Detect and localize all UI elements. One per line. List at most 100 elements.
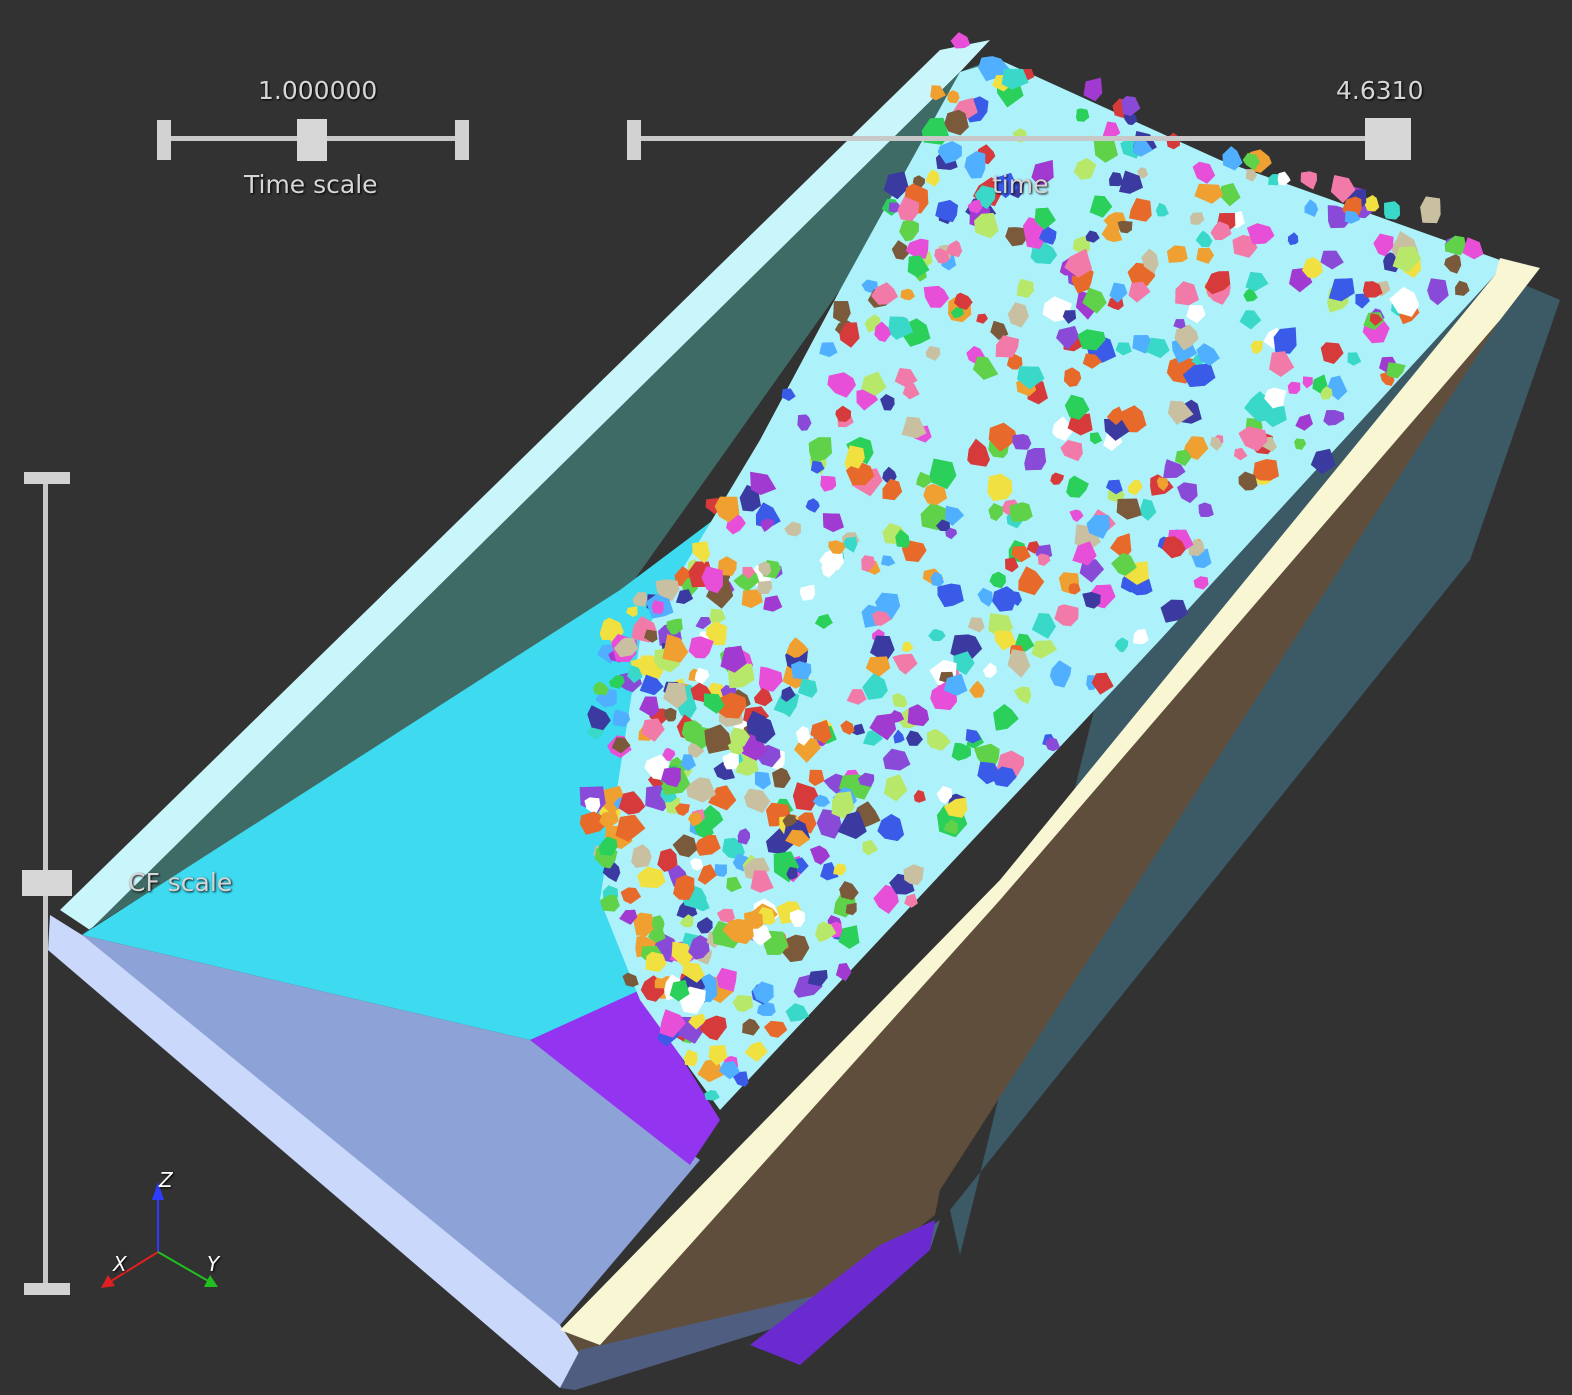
particle bbox=[794, 737, 821, 763]
particle bbox=[1363, 195, 1380, 212]
chute-inner-wall bbox=[80, 60, 990, 935]
particle bbox=[1129, 198, 1152, 222]
particle bbox=[894, 368, 918, 388]
time-handle[interactable] bbox=[1365, 118, 1411, 160]
particle bbox=[900, 288, 916, 301]
particle bbox=[786, 866, 798, 880]
particle bbox=[695, 617, 712, 630]
particle bbox=[703, 693, 725, 714]
cf-scale-max-cap bbox=[24, 472, 70, 484]
particle bbox=[742, 566, 756, 580]
particle bbox=[1102, 121, 1121, 139]
particle bbox=[676, 589, 693, 604]
particle bbox=[732, 995, 754, 1012]
particle bbox=[835, 405, 852, 422]
particle bbox=[701, 566, 723, 594]
particle bbox=[714, 496, 740, 523]
particle bbox=[584, 797, 601, 815]
particle bbox=[782, 814, 797, 828]
particle bbox=[842, 536, 858, 553]
particle bbox=[947, 90, 960, 104]
particle bbox=[1128, 281, 1151, 303]
particle bbox=[977, 761, 1003, 785]
particle bbox=[820, 475, 837, 492]
cf-scale-handle[interactable] bbox=[22, 870, 72, 896]
particle bbox=[744, 788, 771, 813]
particle bbox=[846, 460, 875, 486]
particle bbox=[654, 977, 665, 989]
particle bbox=[1117, 220, 1133, 234]
particle bbox=[1163, 459, 1186, 479]
particle bbox=[1328, 278, 1355, 302]
time-track[interactable] bbox=[635, 136, 1395, 141]
particle bbox=[1192, 161, 1216, 184]
particle bbox=[645, 951, 667, 972]
particle bbox=[1018, 566, 1045, 596]
particle bbox=[1310, 448, 1336, 475]
particle bbox=[865, 656, 891, 678]
particle bbox=[733, 571, 760, 592]
particle bbox=[988, 503, 1003, 521]
particle bbox=[1246, 169, 1257, 182]
particle bbox=[750, 870, 774, 893]
particle bbox=[1009, 502, 1033, 523]
z-axis-label: Z bbox=[159, 1168, 173, 1192]
particle bbox=[1079, 559, 1104, 583]
particle bbox=[790, 661, 812, 680]
particle bbox=[1427, 278, 1449, 306]
particle bbox=[1062, 310, 1077, 324]
time-scale-slider[interactable] bbox=[155, 118, 470, 162]
particle bbox=[1386, 362, 1406, 379]
particle bbox=[754, 771, 771, 790]
time-scale-handle[interactable] bbox=[297, 119, 327, 161]
particle bbox=[1049, 660, 1072, 688]
time-min-cap bbox=[627, 120, 641, 160]
particle bbox=[1064, 394, 1090, 420]
particle bbox=[1104, 418, 1130, 441]
particle bbox=[662, 747, 676, 761]
particle bbox=[967, 200, 983, 214]
particle bbox=[1111, 552, 1137, 576]
particle bbox=[899, 219, 919, 242]
chute-outlet bbox=[530, 990, 720, 1165]
particle bbox=[845, 902, 857, 916]
time-slider[interactable] bbox=[625, 118, 1415, 162]
particle bbox=[1044, 737, 1061, 752]
particle bbox=[831, 791, 855, 820]
particle bbox=[1183, 436, 1209, 460]
particle bbox=[1116, 498, 1142, 520]
particle bbox=[901, 416, 927, 439]
particle bbox=[1118, 405, 1147, 433]
particle bbox=[659, 1009, 686, 1038]
particle bbox=[1086, 515, 1110, 539]
particle bbox=[720, 645, 747, 673]
particle bbox=[1210, 436, 1223, 451]
particle bbox=[763, 595, 783, 612]
particle bbox=[666, 618, 683, 635]
particle bbox=[1252, 459, 1279, 481]
particle bbox=[1073, 157, 1097, 180]
particle bbox=[890, 710, 905, 724]
particle bbox=[797, 414, 812, 431]
particle bbox=[1243, 288, 1258, 302]
bed-surface bbox=[600, 60, 1500, 1110]
particle bbox=[1222, 146, 1243, 171]
particle bbox=[1196, 343, 1220, 366]
particle bbox=[861, 555, 876, 572]
particle bbox=[977, 587, 993, 607]
particle bbox=[844, 445, 865, 469]
particle bbox=[950, 32, 971, 49]
particle bbox=[599, 894, 620, 912]
particle bbox=[1011, 546, 1031, 563]
cf-scale-slider[interactable] bbox=[22, 470, 72, 1300]
particle bbox=[828, 540, 846, 554]
time-scale-value: 1.000000 bbox=[258, 76, 378, 105]
particle bbox=[989, 571, 1006, 589]
particle bbox=[684, 1049, 698, 1067]
particle bbox=[810, 460, 825, 474]
particle bbox=[930, 85, 946, 101]
particle bbox=[669, 980, 690, 1002]
particle bbox=[615, 814, 646, 842]
particle bbox=[873, 884, 899, 914]
